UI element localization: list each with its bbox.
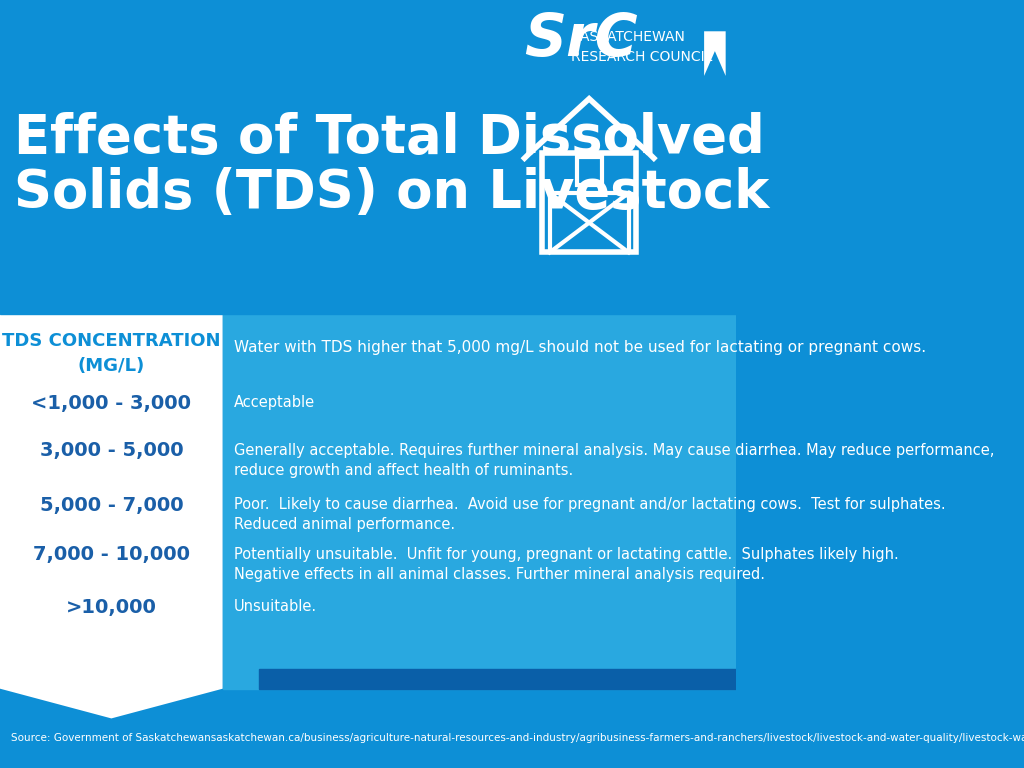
Text: <1,000 - 3,000: <1,000 - 3,000: [32, 394, 191, 412]
Text: Potentially unsuitable.  Unfit for young, pregnant or lactating cattle.  Sulphat: Potentially unsuitable. Unfit for young,…: [233, 547, 898, 581]
Text: Poor.  Likely to cause diarrhea.  Avoid use for pregnant and/or lactating cows. : Poor. Likely to cause diarrhea. Avoid us…: [233, 498, 945, 532]
Bar: [259, 669, 735, 689]
Text: Solids (TDS) on Livestock: Solids (TDS) on Livestock: [14, 167, 770, 219]
Text: >10,000: >10,000: [66, 598, 157, 617]
Text: TDS CONCENTRATION
(MG/L): TDS CONCENTRATION (MG/L): [2, 332, 220, 375]
Text: SrC: SrC: [524, 11, 638, 68]
Bar: [0, 6, 735, 314]
Bar: [550, 193, 629, 253]
Text: Unsuitable.: Unsuitable.: [233, 600, 316, 614]
Text: Generally acceptable. Requires further mineral analysis. May cause diarrhea. May: Generally acceptable. Requires further m…: [233, 443, 994, 478]
Text: SASKATCHEWAN
RESEARCH COUNCIL: SASKATCHEWAN RESEARCH COUNCIL: [571, 31, 713, 64]
Text: Effects of Total Dissolved: Effects of Total Dissolved: [14, 112, 765, 164]
Text: 5,000 - 7,000: 5,000 - 7,000: [40, 495, 183, 515]
Polygon shape: [0, 314, 223, 718]
Text: 3,000 - 5,000: 3,000 - 5,000: [40, 441, 183, 460]
Bar: [577, 157, 602, 185]
Text: Acceptable: Acceptable: [233, 396, 314, 410]
Text: 7,000 - 10,000: 7,000 - 10,000: [33, 545, 189, 564]
Text: Water with TDS higher that 5,000 mg/L should not be used for lactating or pregna: Water with TDS higher that 5,000 mg/L sh…: [233, 339, 926, 355]
Text: Source: Government of Saskatchewansaskatchewan.ca/business/agriculture-natural-r: Source: Government of Saskatchewansaskat…: [11, 733, 1024, 743]
Polygon shape: [705, 31, 726, 76]
Bar: [223, 314, 735, 689]
